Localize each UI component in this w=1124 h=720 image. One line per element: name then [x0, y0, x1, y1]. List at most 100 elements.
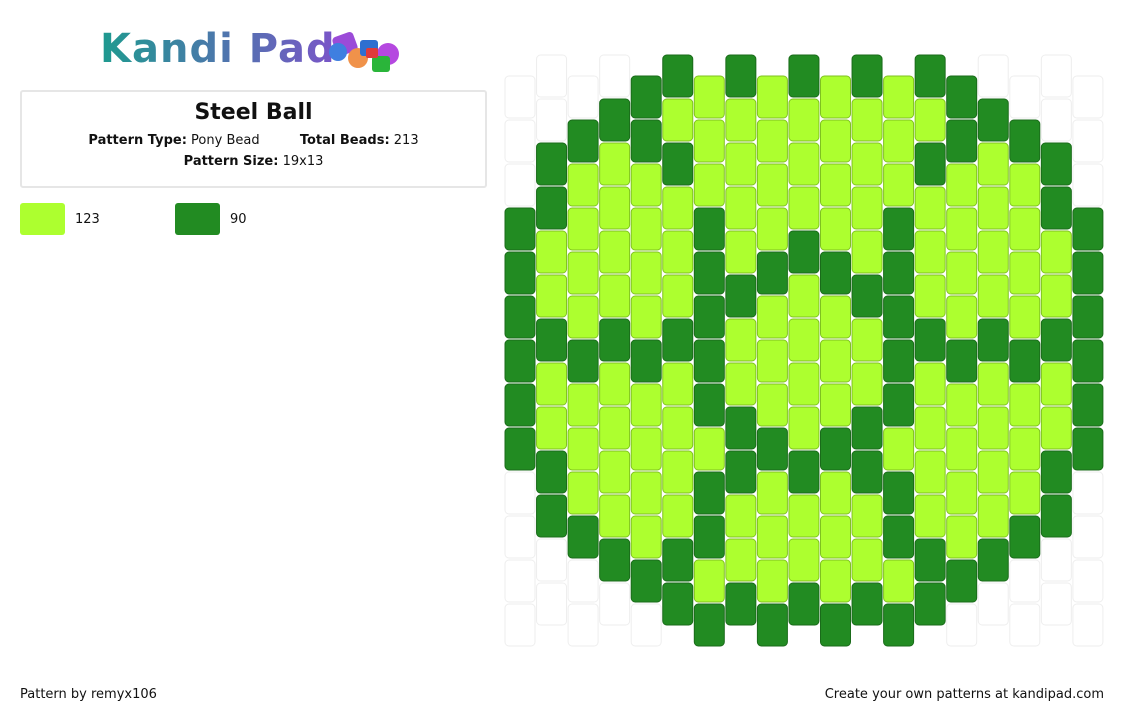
bead	[1009, 515, 1041, 559]
bead	[946, 163, 978, 207]
bead	[946, 339, 978, 383]
bead	[788, 538, 820, 582]
bead	[599, 186, 631, 230]
bead	[630, 603, 662, 647]
bead	[756, 119, 788, 163]
bead	[599, 98, 631, 142]
bead	[567, 471, 599, 515]
bead	[725, 494, 757, 538]
bead	[725, 142, 757, 186]
bead	[788, 362, 820, 406]
bead	[977, 362, 1009, 406]
bead	[1040, 318, 1072, 362]
bead	[1072, 471, 1104, 515]
bead	[1072, 295, 1104, 339]
bead	[820, 559, 851, 603]
bead	[914, 98, 946, 142]
bead	[693, 603, 725, 647]
bead	[536, 582, 568, 626]
bead	[662, 406, 694, 450]
bead	[851, 362, 883, 406]
bead	[536, 54, 568, 98]
bead	[599, 362, 631, 406]
bead	[1072, 251, 1104, 295]
bead	[756, 559, 788, 603]
bead	[756, 427, 788, 471]
bead	[914, 230, 946, 274]
bead	[536, 186, 568, 230]
bead	[756, 339, 788, 383]
bead	[756, 207, 788, 251]
bead	[914, 318, 946, 362]
bead	[851, 230, 883, 274]
bead	[504, 515, 536, 559]
bead	[1072, 119, 1104, 163]
bead	[504, 383, 536, 427]
bead	[662, 142, 694, 186]
bead	[914, 538, 946, 582]
bead	[536, 450, 568, 494]
bead	[599, 318, 631, 362]
bead	[504, 75, 536, 119]
bead	[977, 450, 1009, 494]
pattern-card: Steel Ball Pattern Type: Pony Bead Total…	[20, 90, 487, 188]
bead	[725, 582, 757, 626]
bead	[567, 603, 599, 647]
bead	[599, 538, 631, 582]
bead	[1072, 427, 1104, 471]
bead	[504, 603, 536, 647]
bead	[1040, 54, 1072, 98]
bead	[504, 207, 536, 251]
bead	[693, 251, 725, 295]
bead	[914, 450, 946, 494]
bead	[504, 427, 536, 471]
bead	[662, 538, 694, 582]
bead	[567, 251, 599, 295]
bead	[662, 230, 694, 274]
bead	[977, 406, 1009, 450]
bead	[567, 427, 599, 471]
bead	[851, 538, 883, 582]
bead	[946, 251, 978, 295]
bead	[851, 406, 883, 450]
bead	[662, 98, 694, 142]
bead	[1040, 582, 1072, 626]
bead	[977, 98, 1009, 142]
bead	[567, 383, 599, 427]
bead	[567, 119, 599, 163]
bead	[946, 515, 978, 559]
type-label: Pattern Type:	[88, 133, 187, 148]
bead	[536, 98, 568, 142]
bead	[1040, 494, 1072, 538]
footer-link[interactable]: Create your own patterns at kandipad.com	[824, 687, 1104, 702]
bead	[693, 515, 725, 559]
bead	[536, 142, 568, 186]
bead	[914, 406, 946, 450]
legend-item: 90	[175, 203, 247, 235]
bead	[725, 54, 757, 98]
logo[interactable]: Kandi Pad	[100, 26, 336, 72]
bead	[1009, 207, 1041, 251]
bead	[504, 295, 536, 339]
bead	[756, 163, 788, 207]
bead	[567, 75, 599, 119]
bead	[977, 54, 1009, 98]
beads-value: 213	[393, 133, 419, 148]
bead	[599, 494, 631, 538]
bead	[883, 119, 915, 163]
bead	[725, 538, 757, 582]
logo-beads	[329, 31, 399, 72]
bead	[1009, 163, 1041, 207]
bead	[788, 318, 820, 362]
bead	[788, 274, 820, 318]
bead	[662, 362, 694, 406]
bead	[820, 339, 851, 383]
bead	[977, 582, 1009, 626]
bead	[851, 494, 883, 538]
bead	[1072, 163, 1104, 207]
bead	[914, 494, 946, 538]
bead	[883, 471, 915, 515]
swatch	[20, 203, 65, 235]
bead	[630, 383, 662, 427]
bead	[851, 318, 883, 362]
